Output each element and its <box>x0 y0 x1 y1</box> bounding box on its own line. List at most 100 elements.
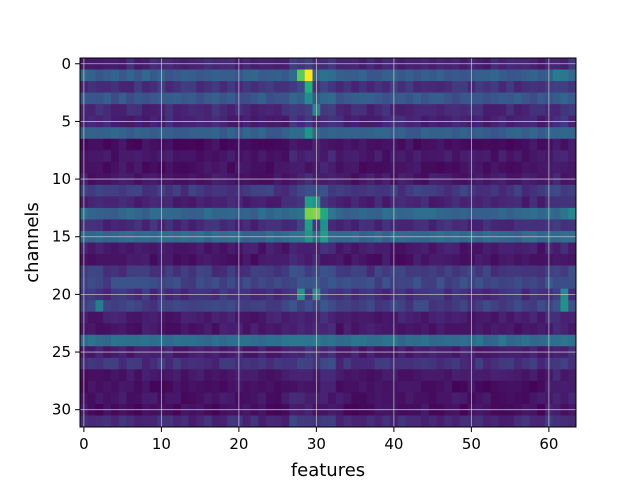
heatmap-cell <box>397 161 406 174</box>
heatmap-cell <box>428 369 437 382</box>
heatmap-cell <box>397 415 406 428</box>
heatmap-cell <box>568 357 577 370</box>
heatmap-cell <box>529 138 538 151</box>
heatmap-cell <box>366 69 375 82</box>
heatmap-cell <box>421 81 430 93</box>
heatmap-cell <box>428 380 437 393</box>
heatmap-cell <box>204 184 213 197</box>
heatmap-cell <box>444 69 453 82</box>
heatmap-cell <box>483 196 492 209</box>
heatmap-cell <box>436 219 445 232</box>
heatmap-cell <box>126 369 135 382</box>
heatmap-cell <box>514 415 523 428</box>
heatmap-cell <box>382 138 391 151</box>
heatmap-cell <box>428 150 437 163</box>
heatmap-cell <box>382 207 391 220</box>
heatmap-cell <box>281 265 290 278</box>
heatmap-cell <box>165 104 174 117</box>
heatmap-cell <box>219 254 228 266</box>
heatmap-cell <box>126 242 135 255</box>
heatmap-cell <box>436 196 445 209</box>
heatmap-cell <box>242 415 251 428</box>
heatmap-cell <box>304 69 313 82</box>
heatmap-cell <box>173 138 182 151</box>
heatmap-cell <box>266 161 275 174</box>
heatmap-cell <box>444 207 453 220</box>
heatmap-cell <box>475 392 484 405</box>
heatmap-cell <box>351 415 360 428</box>
heatmap-cell <box>95 392 104 405</box>
y-tick-label: 25 <box>52 343 71 361</box>
heatmap-cell <box>250 92 259 105</box>
heatmap-cell <box>87 323 96 336</box>
heatmap-cell <box>382 242 391 255</box>
heatmap-cell <box>568 150 577 163</box>
heatmap-cell <box>134 265 143 278</box>
heatmap-cell <box>149 277 158 290</box>
heatmap-cell <box>397 150 406 163</box>
heatmap-cell <box>266 357 275 370</box>
heatmap-cell <box>483 69 492 82</box>
heatmap-cell <box>87 184 96 197</box>
heatmap-cell <box>552 219 561 232</box>
heatmap-cell <box>537 184 546 197</box>
heatmap-cell <box>459 369 468 382</box>
heatmap-cell <box>227 161 236 174</box>
heatmap-cell <box>552 184 561 197</box>
heatmap-cell <box>211 265 220 278</box>
heatmap-cell <box>335 81 344 93</box>
heatmap-cell <box>428 392 437 405</box>
heatmap-cell <box>266 219 275 232</box>
heatmap-cell <box>87 207 96 220</box>
heatmap-cell <box>297 415 306 428</box>
heatmap-cell <box>521 357 530 370</box>
heatmap-cell <box>134 81 143 93</box>
heatmap-cell <box>126 161 135 174</box>
heatmap-cell <box>289 369 298 382</box>
heatmap-cell <box>428 127 437 140</box>
heatmap-cell <box>118 207 127 220</box>
heatmap-cell <box>87 357 96 370</box>
heatmap-cell <box>444 127 453 140</box>
heatmap-cell <box>266 184 275 197</box>
heatmap-cell <box>343 369 352 382</box>
heatmap-cell <box>188 138 197 151</box>
heatmap-cell <box>568 207 577 220</box>
heatmap-cell <box>514 161 523 174</box>
heatmap-cell <box>111 161 120 174</box>
heatmap-cell <box>359 161 368 174</box>
heatmap-cell <box>211 207 220 220</box>
heatmap-cell <box>304 277 313 290</box>
heatmap-cell <box>413 81 422 93</box>
heatmap-cell <box>103 104 112 117</box>
heatmap-cell <box>483 161 492 174</box>
heatmap-cell <box>304 254 313 266</box>
heatmap-cell <box>529 92 538 105</box>
heatmap-cell <box>568 311 577 324</box>
heatmap-cell <box>483 323 492 336</box>
heatmap-cell <box>211 369 220 382</box>
heatmap-cell <box>242 254 251 266</box>
heatmap-cell <box>103 265 112 278</box>
heatmap-cell <box>374 311 383 324</box>
heatmap-cell <box>374 69 383 82</box>
heatmap-cell <box>328 277 337 290</box>
heatmap-cell <box>359 150 368 163</box>
y-tick-label: 30 <box>52 401 71 419</box>
heatmap-cell <box>304 334 313 347</box>
heatmap-cell <box>173 196 182 209</box>
heatmap-cell <box>552 242 561 255</box>
heatmap-cell <box>529 265 538 278</box>
heatmap-cell <box>552 323 561 336</box>
heatmap-cell <box>413 150 422 163</box>
heatmap-cell <box>521 311 530 324</box>
heatmap-cell <box>483 242 492 255</box>
heatmap-cell <box>335 300 344 313</box>
heatmap-cell <box>428 161 437 174</box>
heatmap-cell <box>444 92 453 105</box>
heatmap-cell <box>529 196 538 209</box>
heatmap-cell <box>173 334 182 347</box>
heatmap-cell <box>335 254 344 266</box>
heatmap-cell <box>211 150 220 163</box>
heatmap-cell <box>552 392 561 405</box>
